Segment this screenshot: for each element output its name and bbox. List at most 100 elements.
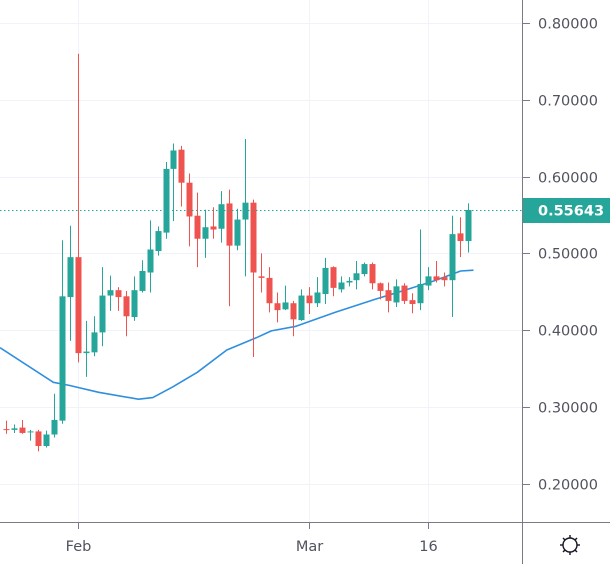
- candle-down: [210, 207, 217, 239]
- candle-down: [377, 282, 384, 300]
- candle-up: [346, 277, 353, 287]
- candle-body: [298, 295, 305, 321]
- last-price-badge-bg: [523, 198, 610, 223]
- gear-icon[interactable]: [560, 535, 580, 555]
- candle-body: [290, 303, 297, 320]
- price-tick-label: 0.20000: [538, 478, 598, 494]
- candle-body: [123, 296, 130, 317]
- candle-up: [242, 138, 249, 277]
- price-tick-label: 0.30000: [538, 401, 598, 417]
- candle-down: [433, 261, 440, 283]
- candle-body: [59, 296, 66, 421]
- candle-up: [139, 260, 146, 293]
- candle-body: [306, 295, 313, 304]
- candle-down: [457, 217, 464, 258]
- price-tick-label: 0.60000: [538, 171, 598, 187]
- candle-body: [401, 285, 408, 301]
- candle-up: [449, 215, 456, 318]
- candle-body: [234, 219, 241, 246]
- candle-body: [43, 434, 50, 447]
- candle-body: [369, 264, 376, 284]
- candle-body: [99, 295, 106, 333]
- candle-body: [457, 233, 464, 242]
- candle-body: [202, 227, 209, 239]
- candle-body: [170, 150, 177, 169]
- candle-body: [274, 303, 281, 311]
- candle-body: [178, 149, 185, 183]
- candle-body: [250, 202, 257, 273]
- candle-body: [115, 290, 122, 298]
- candle-up: [298, 289, 305, 321]
- candle-down: [290, 300, 297, 337]
- candle-body: [75, 257, 82, 354]
- candle-body: [194, 215, 201, 239]
- candle-up: [170, 143, 177, 222]
- candle-up: [218, 191, 225, 243]
- candle-up: [155, 226, 162, 256]
- candles-layer: [3, 53, 472, 452]
- price-axis[interactable]: 0.80000 0.70000 0.60000 0.50000 0.40000 0.300…: [523, 17, 598, 494]
- candle-body: [147, 249, 154, 273]
- candle-down: [274, 292, 281, 323]
- candle-body: [385, 290, 392, 301]
- candle-up: [202, 209, 209, 258]
- candle-up: [163, 161, 170, 239]
- candle-up: [147, 220, 154, 293]
- candle-up: [131, 276, 138, 321]
- candle-up: [314, 277, 321, 308]
- moving-average-layer: [0, 269, 474, 401]
- candle-down: [258, 253, 265, 293]
- candle-body: [11, 428, 18, 430]
- time-tick-label: Feb: [66, 539, 92, 555]
- candle-up: [282, 285, 289, 311]
- price-tick-label: 0.70000: [538, 94, 598, 110]
- candle-body: [425, 276, 432, 286]
- candle-body: [210, 226, 217, 230]
- candle-body: [155, 231, 162, 252]
- candle-down: [250, 199, 257, 357]
- candle-body: [242, 202, 249, 220]
- candle-down: [194, 192, 201, 268]
- candle-down: [330, 266, 337, 297]
- candle-up: [417, 229, 424, 311]
- candle-down: [401, 283, 408, 304]
- candle-down: [441, 272, 448, 287]
- candle-body: [67, 257, 74, 298]
- price-tick-label: 0.40000: [538, 324, 598, 340]
- candle-up: [11, 424, 18, 433]
- candle-body: [107, 290, 114, 296]
- candle-body: [131, 290, 138, 318]
- grid-lines: [0, 0, 522, 522]
- candle-body: [433, 276, 440, 281]
- price-tick-label: 0.80000: [538, 17, 598, 33]
- candle-down: [306, 287, 313, 314]
- time-axis[interactable]: Feb Mar 16: [66, 523, 438, 555]
- candle-up: [353, 261, 360, 290]
- candle-down: [35, 429, 42, 452]
- candle-up: [27, 429, 34, 441]
- candle-down: [3, 420, 10, 434]
- candle-up: [51, 393, 58, 438]
- candle-body: [409, 300, 416, 304]
- candle-body: [35, 431, 42, 447]
- candle-up: [234, 208, 241, 251]
- candle-body: [353, 273, 360, 281]
- candle-up: [425, 267, 432, 291]
- candle-up: [43, 430, 50, 448]
- candle-up: [67, 225, 74, 341]
- candle-up: [83, 320, 90, 377]
- candle-down: [226, 189, 233, 307]
- candle-body: [19, 427, 26, 433]
- candle-down: [178, 145, 185, 207]
- candle-body: [346, 280, 353, 283]
- candle-body: [465, 210, 472, 242]
- candle-body: [139, 270, 146, 291]
- candle-body: [417, 284, 424, 304]
- candle-down: [266, 267, 273, 313]
- candle-body: [338, 282, 345, 290]
- candle-down: [186, 173, 193, 247]
- price-tick-label: 0.50000: [538, 247, 598, 263]
- candle-body: [226, 203, 233, 246]
